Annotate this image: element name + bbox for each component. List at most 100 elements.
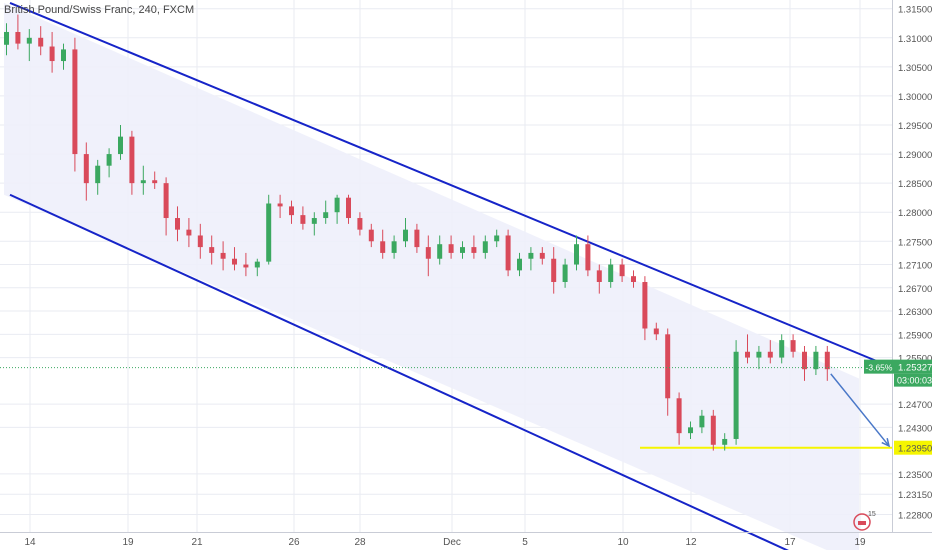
time-tick-label: 5	[522, 537, 528, 548]
candle-body-up	[61, 49, 66, 62]
candle-body-down	[790, 340, 796, 352]
candle-body-down	[15, 31, 21, 44]
candle-body-down	[824, 351, 830, 370]
candle-body-down	[197, 235, 203, 248]
projection-arrow-line[interactable]	[830, 373, 890, 447]
candle-body-down	[380, 241, 386, 253]
channel[interactable]	[4, 1, 886, 555]
watermark-count: 15	[868, 511, 876, 518]
price-tick-label: 1.27100	[898, 261, 932, 272]
candle-body-up	[140, 180, 146, 184]
candle-body-up	[460, 247, 465, 253]
price-badge	[894, 359, 932, 374]
time-tick-label: Dec	[443, 537, 461, 548]
time-tick-label: 12	[685, 537, 697, 548]
candle-body-up	[4, 31, 9, 45]
watermark-logo: 15	[853, 511, 876, 531]
price-tick-label: 1.29000	[898, 150, 932, 161]
price-tick-label: 1.28500	[898, 179, 932, 190]
candle-body-down	[596, 270, 602, 282]
time-tick-label: 19	[854, 537, 866, 548]
candle-body-down	[619, 264, 625, 277]
candle-body-up	[517, 258, 522, 271]
candle-body-up	[779, 340, 785, 358]
candle-body-down	[653, 328, 659, 335]
candle-body-down	[448, 244, 454, 253]
price-tick-label: 1.28000	[898, 208, 932, 219]
logo-ring-icon	[853, 513, 871, 531]
candle-body-down	[745, 351, 750, 358]
candle-body-down	[152, 180, 158, 184]
price-tick-label: 1.26300	[898, 307, 932, 318]
channel-upper-line[interactable]	[9, 1, 886, 366]
candle-body-down	[186, 229, 192, 236]
countdown-badge	[894, 373, 932, 387]
time-tick-label: 28	[354, 537, 366, 548]
support-badge	[894, 440, 932, 455]
time-tick-label: 10	[617, 537, 629, 548]
logo-base-icon	[858, 521, 866, 525]
price-axis[interactable]: 1.31500 1.31000 1.30500 1.30000 1.29500 1.290…	[898, 5, 932, 522]
arrowhead-icon	[881, 437, 891, 448]
candle-body-down	[209, 247, 215, 253]
candle-body-up	[722, 438, 728, 445]
price-badge: -3.65% 1.25327 03:00:03 1.23950	[864, 359, 932, 455]
candle-body-down	[129, 136, 135, 184]
candle-body-up	[323, 212, 329, 219]
candle-body-up	[391, 241, 397, 253]
price-tick-label: 1.22800	[898, 511, 932, 522]
candle-body-down	[425, 247, 431, 259]
price-tick-label: 1.24300	[898, 423, 932, 434]
price-tick-label: 1.25900	[898, 330, 932, 341]
candle-body-down	[802, 351, 807, 370]
candle-body-up	[482, 241, 488, 253]
candle-body-down	[300, 215, 306, 224]
candle-body-down	[676, 398, 682, 434]
price-tick-label: 1.23500	[898, 470, 932, 481]
time-tick-label: 17	[784, 537, 796, 548]
price-tick-label: 1.30000	[898, 92, 932, 103]
candle-body-up	[733, 351, 739, 439]
time-axis[interactable]: 14 19 21 26 28 Dec 5 10 12 17 19	[24, 537, 866, 548]
candle-body-down	[631, 276, 636, 282]
candle-body-down	[505, 235, 511, 271]
candle-body-up	[106, 154, 112, 166]
price-tick-label: 1.31000	[898, 34, 932, 45]
candle-body-down	[277, 203, 283, 207]
candle-body-down	[539, 252, 545, 259]
projection-arrow[interactable]	[830, 373, 891, 448]
candle-body-up	[403, 229, 408, 242]
candle-body-down	[767, 351, 773, 358]
candle-body-up	[437, 244, 443, 259]
candle-body-down	[175, 218, 180, 230]
candle-body-up	[813, 351, 819, 370]
candle-body-up	[118, 136, 123, 155]
candle-body-down	[243, 264, 249, 268]
candle-body-up	[756, 351, 762, 358]
candles	[4, 14, 830, 451]
price-badge-text: 1.25327	[898, 363, 932, 374]
time-tick-label: 14	[24, 537, 36, 548]
time-tick-label: 21	[191, 537, 203, 548]
price-tick-label: 1.29500	[898, 121, 932, 132]
candle-body-down	[163, 183, 169, 219]
price-tick-label: 1.27500	[898, 237, 932, 248]
channel-lower-line[interactable]	[9, 193, 839, 555]
time-tick-label: 19	[122, 537, 134, 548]
candle-body-up	[334, 197, 340, 213]
candle-body-up	[254, 261, 260, 268]
price-tick-label: 1.30500	[898, 63, 932, 74]
candle-body-down	[220, 252, 226, 259]
candle-body-up	[528, 252, 534, 259]
candle-body-down	[49, 46, 55, 62]
candle-body-up	[608, 264, 614, 282]
candle-body-down	[551, 258, 557, 282]
candle-body-down	[357, 218, 363, 230]
candle-body-down	[289, 206, 294, 216]
candle-body-up	[574, 244, 579, 265]
candle-body-up	[494, 235, 500, 242]
support-badge-text: 1.23950	[898, 444, 932, 455]
change-badge	[864, 359, 894, 374]
